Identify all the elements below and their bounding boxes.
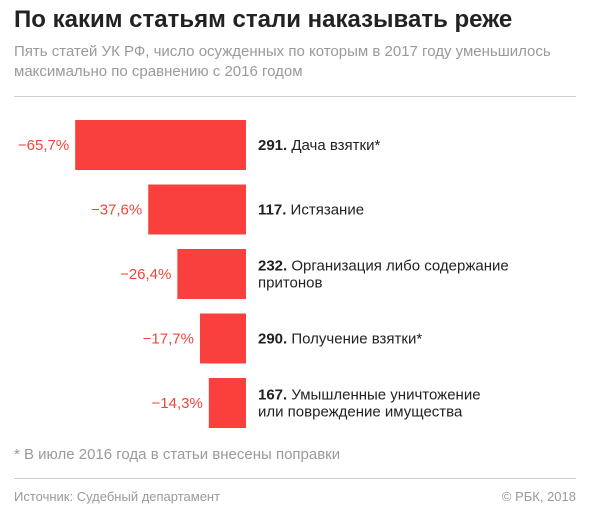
source-note: Источник: Судебный департамент xyxy=(14,489,221,504)
bar-2 xyxy=(177,249,246,299)
category-name-0: Дача взятки* xyxy=(291,137,380,154)
bottom-divider xyxy=(14,478,576,479)
category-label-2: 232. Организация либо содержание притонов xyxy=(258,258,509,292)
chart-title: По каким статьям стали наказывать реже xyxy=(14,6,513,33)
category-label-3: 290. Получение взятки* xyxy=(258,331,422,348)
bar-3 xyxy=(199,313,246,364)
category-name-2: Организация либо содержание xyxy=(291,258,508,275)
category-name-1: Истязание xyxy=(291,202,365,219)
category-number-1: 117. xyxy=(258,202,291,219)
copyright-note: © РБК, 2018 xyxy=(501,489,576,504)
category-number-3: 290. xyxy=(258,331,291,348)
top-divider xyxy=(14,96,576,97)
bar-1 xyxy=(148,184,246,235)
category-number-2: 232. xyxy=(258,258,291,275)
category-label-1: 117. Истязание xyxy=(258,202,364,219)
value-label-0: −65,7% xyxy=(18,137,69,154)
category-name-4: Умышленные уничтожение xyxy=(291,387,480,404)
category-label-4: 167. Умышленные уничтожение или поврежден… xyxy=(258,387,481,421)
value-label-2: −26,4% xyxy=(120,266,171,283)
bar-4 xyxy=(208,378,246,428)
category-name-2-line-1: притонов xyxy=(258,275,323,292)
bar-chart: −65,7% 291. Дача взятки* −37,6% 117. Истяза… xyxy=(18,120,509,428)
footnote: * В июле 2016 года в статьи внесены попр… xyxy=(14,446,341,463)
category-name-3: Получение взятки* xyxy=(291,331,422,348)
category-name-4-line-1: или повреждение имущества xyxy=(258,404,463,421)
category-number-0: 291. xyxy=(258,137,291,154)
value-label-3: −17,7% xyxy=(143,331,194,348)
value-label-1: −37,6% xyxy=(91,202,142,219)
category-label-0: 291. Дача взятки* xyxy=(258,137,380,154)
value-label-4: −14,3% xyxy=(152,395,203,412)
category-number-4: 167. xyxy=(258,387,291,404)
chart-subtitle: Пять статей УК РФ, число осужденных по к… xyxy=(14,43,551,80)
bar-0 xyxy=(75,120,247,170)
